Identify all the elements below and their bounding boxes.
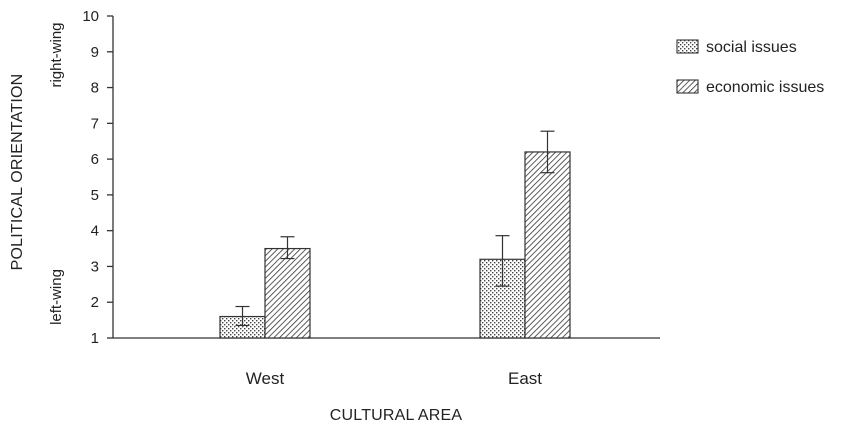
y-tick-label: 5 <box>91 187 99 204</box>
y-axis-label-top: right-wing <box>48 22 65 87</box>
legend-swatch-diagonal-hatch <box>676 79 699 94</box>
bar-diagonal-hatch-east <box>524 151 571 339</box>
y-axis-label-bottom: left-wing <box>48 269 65 325</box>
bars <box>219 151 571 339</box>
y-tick-label: 10 <box>82 8 99 25</box>
x-axis: West East <box>113 337 660 388</box>
y-tick-label: 6 <box>91 151 99 168</box>
y-tick-label: 4 <box>91 223 99 240</box>
legend: social issues economic issues <box>676 39 824 96</box>
error-bars <box>235 130 555 327</box>
y-tick-label: 9 <box>91 44 99 61</box>
y-tick-label: 2 <box>91 294 99 311</box>
y-axis: 1 2 3 4 5 6 7 8 9 10 <box>82 8 114 347</box>
y-tick-label: 7 <box>91 115 99 132</box>
bar-diagonal-hatch-west <box>264 247 311 339</box>
y-tick-label: 3 <box>91 258 99 275</box>
y-tick-label: 8 <box>91 80 99 97</box>
legend-label: social issues <box>706 39 797 56</box>
x-category-label: West <box>246 369 285 388</box>
y-tick-label: 1 <box>91 330 99 347</box>
x-category-label: East <box>508 369 542 388</box>
y-axis-title: POLITICAL ORIENTATION <box>9 74 26 271</box>
x-axis-title: CULTURAL AREA <box>330 407 463 424</box>
legend-swatch-dotted <box>676 39 699 54</box>
legend-label: economic issues <box>706 79 824 96</box>
